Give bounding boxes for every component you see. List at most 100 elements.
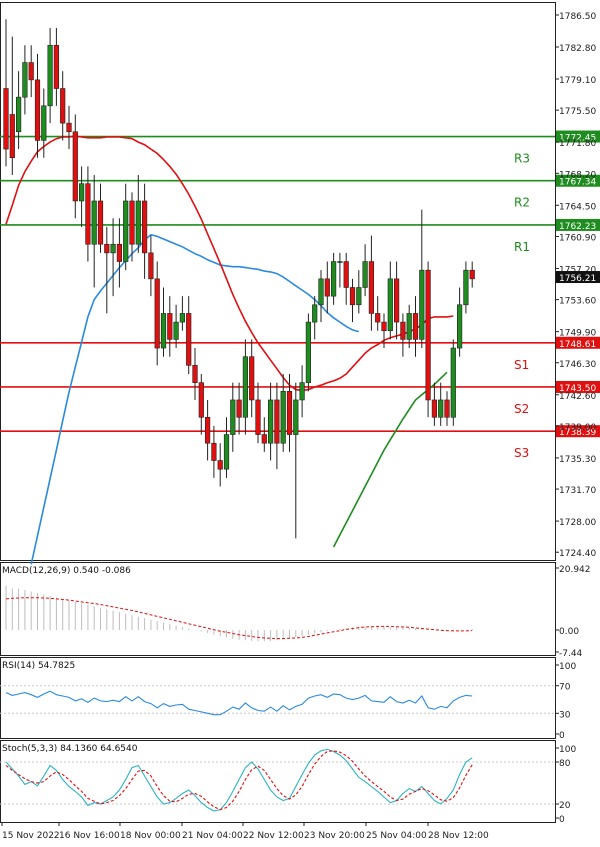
price-tick-label: 1724.40	[559, 549, 596, 559]
stochastic-panel: Stoch(5,3,3) 84.1360 64.6540 100 80 20 0	[0, 744, 576, 825]
candle-body	[438, 399, 444, 418]
candle-body	[198, 382, 204, 418]
candle-body	[286, 391, 293, 435]
candle-body	[110, 243, 116, 254]
candle-body	[135, 200, 141, 245]
level-name-r2: R2	[514, 196, 530, 210]
candle-body	[79, 183, 85, 202]
price-tick-label: 1728.00	[559, 518, 596, 528]
level-price-label: 1748.61	[559, 340, 596, 350]
candle-body	[15, 96, 22, 133]
time-tick-label: 23 Nov 20:00	[304, 831, 365, 841]
rsi-axis-label: 100	[559, 662, 576, 672]
candle-body	[356, 287, 362, 306]
current-price-label: 1756.21	[559, 274, 596, 284]
rsi-label: RSI(14) 54.7825	[2, 661, 75, 671]
candle-body	[274, 399, 280, 444]
candle-body	[91, 200, 97, 245]
time-tick-label: 25 Nov 04:00	[366, 831, 427, 841]
stoch-axis-label: 100	[559, 745, 576, 755]
candle-body	[160, 313, 167, 349]
level-name-r3: R3	[514, 152, 530, 166]
candle-body	[123, 200, 129, 262]
candle-body	[293, 399, 299, 435]
macd-label: MACD(12,26,9) 0.540 -0.086	[2, 566, 131, 576]
rsi-axis-label: 70	[559, 683, 571, 693]
price-tick-label: 1764.50	[559, 202, 596, 212]
candle-body	[431, 399, 438, 418]
time-tick-label: 21 Nov 04:00	[182, 831, 243, 841]
candle-body	[9, 114, 15, 159]
candle-body	[236, 399, 242, 418]
candle-body	[211, 442, 217, 461]
price-tick-label: 1739.00	[559, 423, 596, 433]
current-price-box	[556, 271, 600, 284]
level-name-s3: S3	[514, 446, 529, 460]
support-resistance-levels: R3 1772.45 R2 1767.34 R1 1762.23 S1 1748.61 S2 17…	[0, 130, 600, 460]
candle-body	[72, 131, 78, 202]
candle-body	[22, 62, 28, 98]
candle-body	[186, 313, 192, 366]
macd-axis-label: 0.00	[559, 627, 579, 637]
candle-body	[116, 243, 122, 262]
price-tick-label: 1782.80	[559, 44, 596, 54]
panel-frame-0	[0, 2, 556, 561]
candle-body	[375, 313, 381, 323]
candle-body	[400, 321, 406, 340]
candle-body	[368, 261, 375, 314]
time-tick-label: 18 Nov 00:00	[120, 831, 181, 841]
candle-body	[299, 382, 305, 401]
price-tick-label: 1731.70	[559, 486, 596, 496]
candle-body	[85, 183, 91, 245]
price-tick-label: 1768.20	[559, 170, 596, 180]
rsi-panel: RSI(14) 54.7825 100 70 30 0	[0, 661, 576, 741]
candle-body	[192, 365, 198, 383]
time-tick-label: 16 Nov 16:00	[59, 831, 120, 841]
candle-body	[60, 88, 66, 124]
candle-body	[47, 44, 53, 107]
level-name-s1: S1	[514, 358, 529, 372]
price-tick-label: 1757.20	[559, 265, 596, 275]
level-price-label: 1743.50	[559, 384, 596, 394]
candle-body	[230, 399, 236, 435]
rsi-axis-label: 30	[559, 710, 571, 720]
candlesticks	[3, 19, 475, 539]
candle-body	[173, 321, 179, 340]
candle-body	[129, 200, 135, 245]
macd-axis-label: -7.44	[559, 649, 583, 659]
stoch-d-line	[5, 750, 473, 811]
candle-body	[205, 416, 211, 444]
ma-blue-line	[30, 233, 360, 565]
level-name-r1: R1	[514, 240, 530, 254]
candle-body	[444, 399, 450, 418]
candle-body	[255, 399, 261, 435]
candle-body	[318, 278, 324, 306]
stoch-axis-label: 20	[559, 801, 571, 811]
price-tick-label: 1775.50	[559, 107, 596, 117]
candle-body	[66, 122, 72, 133]
price-tick-label: 1771.80	[559, 139, 596, 149]
price-tick-label: 1735.30	[559, 455, 596, 465]
candle-body	[142, 200, 148, 254]
candle-body	[349, 287, 356, 306]
stoch-axis-label: 80	[559, 759, 571, 769]
level-price-box	[556, 336, 600, 349]
price-tick-label: 1779.10	[559, 76, 596, 86]
candle-body	[343, 261, 349, 288]
candle-body	[412, 313, 419, 340]
candle-body	[249, 356, 255, 401]
macd-axis-label: 20.942	[559, 565, 591, 575]
candle-body	[167, 313, 173, 340]
candle-body	[362, 261, 368, 288]
candle-body	[34, 79, 41, 141]
stoch-k-line	[5, 748, 473, 812]
level-price-box	[556, 425, 600, 438]
candle-body	[425, 269, 431, 401]
candle-body	[242, 356, 249, 418]
rsi-axis-label: 0	[559, 731, 565, 741]
candle-body	[223, 434, 230, 470]
candle-body	[53, 44, 59, 89]
candle-body	[104, 243, 110, 254]
candle-body	[97, 200, 104, 245]
